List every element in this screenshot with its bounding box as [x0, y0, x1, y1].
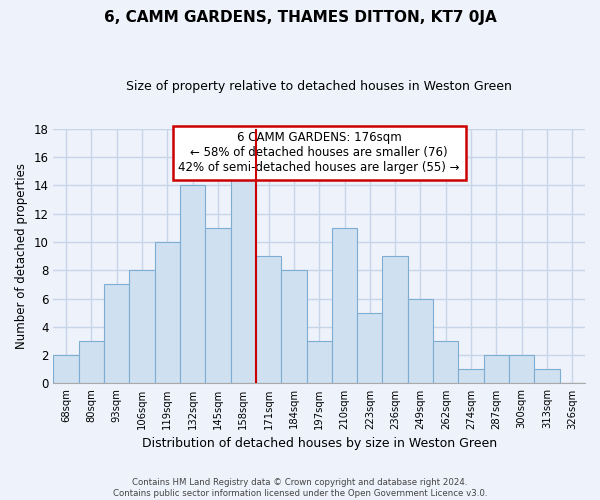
Bar	[408, 298, 433, 384]
Bar	[535, 370, 560, 384]
Bar	[53, 355, 79, 384]
Text: 6, CAMM GARDENS, THAMES DITTON, KT7 0JA: 6, CAMM GARDENS, THAMES DITTON, KT7 0JA	[104, 10, 496, 25]
Bar	[230, 172, 256, 384]
Text: 6 CAMM GARDENS: 176sqm
← 58% of detached houses are smaller (76)
42% of semi-det: 6 CAMM GARDENS: 176sqm ← 58% of detached…	[178, 132, 460, 174]
Bar	[357, 312, 382, 384]
Bar	[256, 256, 281, 384]
Bar	[458, 370, 484, 384]
Bar	[205, 228, 230, 384]
Bar	[79, 341, 104, 384]
Bar	[130, 270, 155, 384]
Bar	[382, 256, 408, 384]
Bar	[332, 228, 357, 384]
Bar	[484, 355, 509, 384]
Bar	[155, 242, 180, 384]
Y-axis label: Number of detached properties: Number of detached properties	[15, 163, 28, 349]
Bar	[433, 341, 458, 384]
Bar	[104, 284, 130, 384]
X-axis label: Distribution of detached houses by size in Weston Green: Distribution of detached houses by size …	[142, 437, 497, 450]
Bar	[180, 186, 205, 384]
Bar	[509, 355, 535, 384]
Text: Contains HM Land Registry data © Crown copyright and database right 2024.
Contai: Contains HM Land Registry data © Crown c…	[113, 478, 487, 498]
Bar	[307, 341, 332, 384]
Bar	[281, 270, 307, 384]
Title: Size of property relative to detached houses in Weston Green: Size of property relative to detached ho…	[126, 80, 512, 93]
